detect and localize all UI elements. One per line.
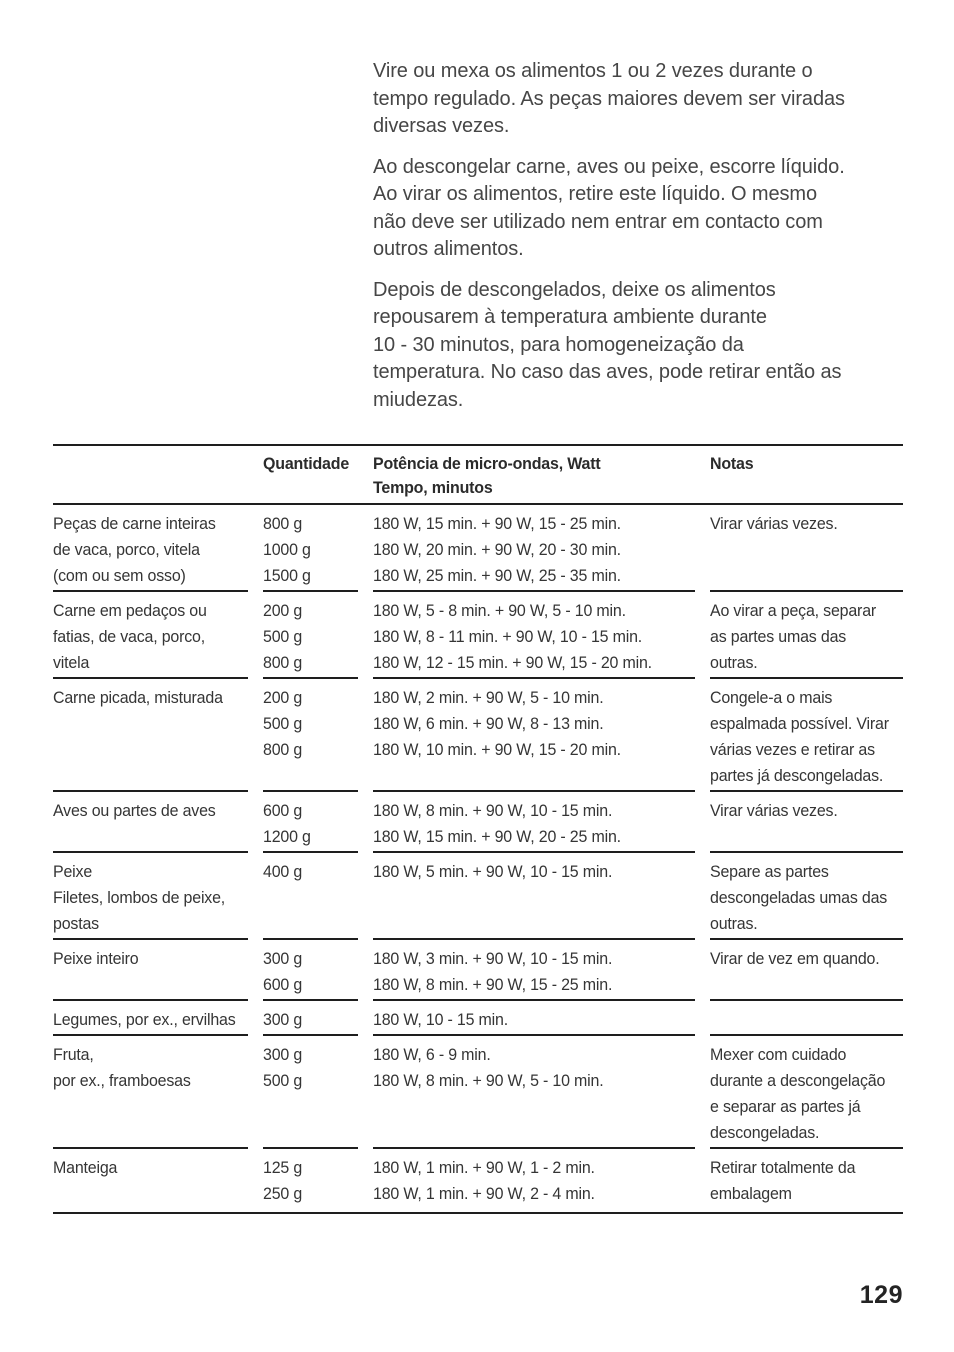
food-cell: Legumes, por ex., ervilhas [53,1001,248,1036]
notes-cell: Virar de vez em quando. [710,940,903,1001]
defrost-table: Quantidade Potência de micro-ondas, Watt… [53,444,903,1214]
food-cell: Peças de carne inteiras de vaca, porco, … [53,505,248,592]
food-cell: Manteiga [53,1158,118,1177]
quantity-cell: 300 g 500 g [263,1036,358,1149]
food-cell: Aves ou partes de aves [53,792,248,853]
notes-cell: Ao virar a peça, separar as partes umas … [710,592,903,679]
table-row: Peças de carne inteiras de vaca, porco, … [53,505,903,592]
table-row: Aves ou partes de aves 600 g 1200 g 180 … [53,792,903,853]
table-row: Carne em pedaços ou fatias, de vaca, por… [53,592,903,679]
table-header-row: Quantidade Potência de micro-ondas, Watt… [53,446,903,505]
table-row: Manteiga 125 g 250 g 180 W, 1 min. + 90 … [53,1149,903,1212]
header-quantidade: Quantidade [263,454,350,473]
power-cell: 180 W, 3 min. + 90 W, 10 - 15 min. 180 W… [373,940,695,1001]
intro-text-block: Vire ou mexa os alimentos 1 ou 2 vezes d… [373,58,918,427]
power-cell: 180 W, 6 - 9 min. 180 W, 8 min. + 90 W, … [373,1036,695,1149]
intro-paragraph: Depois de descongelados, deixe os alimen… [373,278,842,411]
header-food-column [53,446,248,503]
table-row: Peixe Filetes, lombos de peixe, postas 4… [53,853,903,940]
power-cell: 180 W, 5 - 8 min. + 90 W, 5 - 10 min. 18… [373,592,695,679]
header-notas: Notas [710,454,754,473]
notes-cell: Retirar totalmente da embalagem [710,1158,856,1203]
table-row: Carne picada, misturada 200 g 500 g 800 … [53,679,903,792]
table-row: Legumes, por ex., ervilhas 300 g 180 W, … [53,1001,903,1036]
notes-cell: Mexer com cuidado durante a descongelaçã… [710,1036,903,1149]
header-potencia: Potência de micro-ondas, Watt Tempo, min… [373,454,601,497]
notes-cell: Separe as partes descongeladas umas das … [710,853,903,940]
quantity-cell: 200 g 500 g 800 g [263,592,358,679]
food-cell: Carne picada, misturada [53,679,248,792]
notes-cell: Congele-a o mais espalmada possível. Vir… [710,679,903,792]
power-cell: 180 W, 1 min. + 90 W, 1 - 2 min. 180 W, … [373,1158,595,1203]
power-cell: 180 W, 2 min. + 90 W, 5 - 10 min. 180 W,… [373,679,695,792]
power-cell: 180 W, 8 min. + 90 W, 10 - 15 min. 180 W… [373,792,695,853]
food-cell: Peixe Filetes, lombos de peixe, postas [53,853,248,940]
quantity-cell: 400 g [263,853,358,940]
food-cell: Carne em pedaços ou fatias, de vaca, por… [53,592,248,679]
power-cell: 180 W, 5 min. + 90 W, 10 - 15 min. [373,853,695,940]
quantity-cell: 125 g 250 g [263,1158,303,1203]
power-cell: 180 W, 10 - 15 min. [373,1001,695,1036]
quantity-cell: 300 g 600 g [263,940,358,1001]
food-cell: Fruta, por ex., framboesas [53,1036,248,1149]
intro-paragraph: Vire ou mexa os alimentos 1 ou 2 vezes d… [373,60,845,137]
notes-cell: Virar várias vezes. [710,505,903,592]
table-row: Peixe inteiro 300 g 600 g 180 W, 3 min. … [53,940,903,1001]
page-number: 129 [859,1281,903,1309]
quantity-cell: 600 g 1200 g [263,792,358,853]
power-cell: 180 W, 15 min. + 90 W, 15 - 25 min. 180 … [373,505,695,592]
food-cell: Peixe inteiro [53,940,248,1001]
quantity-cell: 300 g [263,1001,358,1036]
table-row: Fruta, por ex., framboesas 300 g 500 g 1… [53,1036,903,1149]
notes-cell: Virar várias vezes. [710,792,903,853]
quantity-cell: 200 g 500 g 800 g [263,679,358,792]
quantity-cell: 800 g 1000 g 1500 g [263,505,358,592]
notes-cell [710,1001,903,1036]
intro-paragraph: Ao descongelar carne, aves ou peixe, esc… [373,155,845,261]
